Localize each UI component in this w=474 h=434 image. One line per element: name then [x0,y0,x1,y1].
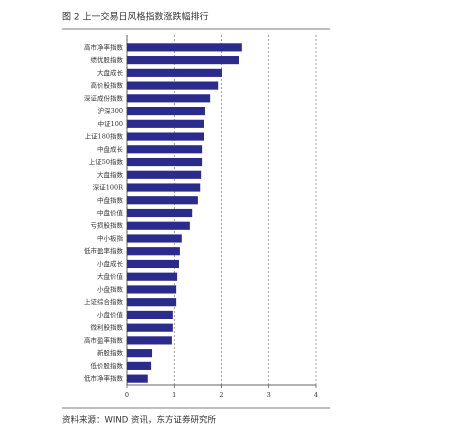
y-tick-label: 上证综合指数 [84,297,124,306]
y-tick-label: 高价股指数 [91,81,124,90]
bar [127,349,153,358]
y-tick-label: 中盘成长 [97,144,124,153]
bar [127,68,222,77]
bar [127,132,205,141]
bar [127,234,182,243]
bar [127,310,173,320]
y-tick-label: 上证50指数 [89,157,124,166]
bar [127,145,203,154]
bar [127,336,172,345]
bar [127,119,205,128]
bar [127,298,177,307]
bar [127,221,190,230]
y-tick-label: 高市净率指数 [84,42,124,51]
bar [127,361,152,370]
x-tick-label: 0 [125,391,129,399]
y-tick-label: 绩优股指数 [91,55,124,64]
y-tick-label: 中盘价值 [97,208,124,217]
bar [127,259,179,269]
bar [127,43,242,52]
y-tick-label: 高市盈率指数 [84,335,124,344]
y-tick-label: 新股指数 [97,348,124,357]
y-tick-label: 深证100R [93,183,124,192]
y-tick-label: 大盘指数 [97,170,124,179]
bar [127,272,178,281]
source-note: 资料来源：WIND 资讯，东方证券研究所 [62,415,217,426]
y-tick-label: 小盘价值 [97,310,124,319]
x-tick-label: 2 [219,391,223,399]
y-tick-label: 大盘价值 [97,272,124,281]
bar [127,247,180,256]
bar [127,196,198,205]
bar [127,285,177,294]
bar [127,208,193,218]
y-tick-label: 小盘成长 [97,259,124,268]
y-tick-label: 中证100 [98,119,123,128]
y-tick-label: 中盘指数 [97,195,124,204]
x-tick-label: 3 [267,391,271,399]
y-tick-label: 微利股指数 [91,323,124,332]
bar [127,56,239,65]
bar [127,374,148,383]
y-tick-label: 上证180指数 [85,132,124,141]
x-tick-label: 4 [314,391,318,399]
y-tick-label: 低价股指数 [91,361,124,370]
y-tick-label: 低市盈率指数 [84,246,124,255]
y-tick-label: 沪深300 [98,106,123,115]
bar [127,157,203,167]
bar [127,81,219,90]
y-tick-label: 深证成份指数 [84,93,124,102]
y-tick-label: 大盘成长 [97,68,124,77]
bar [127,94,211,103]
bar [127,323,173,332]
y-tick-label: 低市净率指数 [84,374,124,383]
chart-title: 图 2 上一交易日风格指数涨跌幅排行 [62,11,208,23]
bar [127,106,205,116]
bar [127,170,202,179]
y-tick-label: 中小板指 [97,233,124,242]
x-tick-label: 1 [172,391,176,399]
y-tick-label: 小盘指数 [97,284,124,293]
y-tick-label: 亏损股指数 [91,221,124,230]
bar [127,183,201,192]
